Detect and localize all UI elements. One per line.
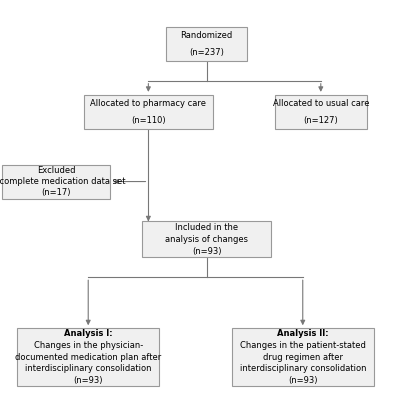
Text: (n=110): (n=110) xyxy=(131,116,166,125)
Text: Changes in the physician-: Changes in the physician- xyxy=(34,341,143,350)
Text: Randomized: Randomized xyxy=(180,31,233,40)
Text: Allocated to pharmacy care: Allocated to pharmacy care xyxy=(90,99,207,108)
Text: analysis of changes: analysis of changes xyxy=(165,235,248,244)
Text: - Incomplete medication data set: - Incomplete medication data set xyxy=(0,177,126,186)
Text: documented medication plan after: documented medication plan after xyxy=(15,353,161,361)
Text: Analysis I:: Analysis I: xyxy=(64,330,113,338)
Text: (n=17): (n=17) xyxy=(41,188,71,198)
Text: Changes in the patient-stated: Changes in the patient-stated xyxy=(240,341,366,350)
Text: (n=127): (n=127) xyxy=(304,116,338,125)
Text: Included in the: Included in the xyxy=(175,223,238,232)
Text: Allocated to usual care: Allocated to usual care xyxy=(273,99,369,108)
FancyBboxPatch shape xyxy=(17,328,159,386)
FancyBboxPatch shape xyxy=(232,328,374,386)
Text: (n=237): (n=237) xyxy=(189,48,224,57)
Text: drug regimen after: drug regimen after xyxy=(263,353,343,361)
Text: interdisciplinary consolidation: interdisciplinary consolidation xyxy=(25,364,152,373)
Text: (n=93): (n=93) xyxy=(73,376,103,385)
FancyBboxPatch shape xyxy=(142,221,271,257)
Text: (n=93): (n=93) xyxy=(288,376,318,385)
Text: Analysis II:: Analysis II: xyxy=(277,330,328,338)
FancyBboxPatch shape xyxy=(2,164,110,198)
Text: (n=93): (n=93) xyxy=(192,247,221,256)
Text: interdisciplinary consolidation: interdisciplinary consolidation xyxy=(239,364,366,373)
Text: Excluded: Excluded xyxy=(37,166,75,175)
FancyBboxPatch shape xyxy=(275,95,367,128)
FancyBboxPatch shape xyxy=(166,27,247,61)
FancyBboxPatch shape xyxy=(84,95,213,128)
